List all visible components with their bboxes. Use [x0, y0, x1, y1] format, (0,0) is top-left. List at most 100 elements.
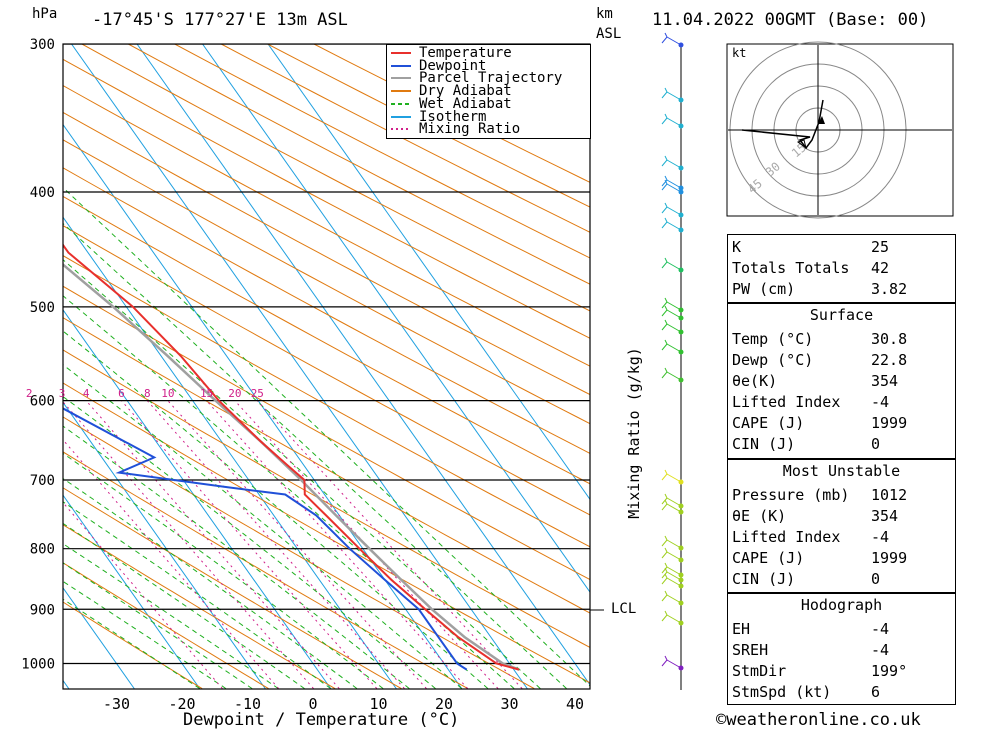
index-label: StmSpd (kt)	[732, 682, 832, 701]
legend-swatch	[391, 128, 411, 131]
legend-label: Wet Adiabat	[419, 95, 512, 112]
hpa-unit-label: hPa	[32, 6, 58, 22]
isotherm-line	[136, 44, 590, 686]
index-label: SREH	[732, 640, 769, 659]
parcel-trajectory-line	[63, 262, 520, 671]
index-row: StmSpd (kt) 6	[728, 681, 955, 702]
index-value: -4	[871, 527, 890, 546]
pressure-tick-label: 600	[30, 394, 55, 410]
mixing-ratio-line	[63, 439, 279, 689]
mixing-ratio-axis-label: Mixing Ratio (g/kg)	[624, 347, 643, 519]
index-row: EH -4	[728, 618, 955, 639]
isotherm-line	[202, 44, 590, 593]
asl-unit-label: ASL	[596, 26, 622, 42]
mixing-ratio-tick-label: 10	[161, 387, 174, 400]
index-row: θe(K) 354	[728, 370, 955, 391]
temperature-tick-label: 40	[566, 695, 584, 713]
dry-adiabat-line	[220, 44, 590, 233]
isotherm-line	[63, 401, 266, 689]
index-row: Lifted Index -4	[728, 526, 955, 547]
index-value: 0	[871, 434, 881, 453]
dry-adiabat-line	[63, 317, 590, 614]
dry-adiabat-line	[63, 225, 590, 516]
temperature-tick-label: 0	[308, 695, 317, 713]
wind-barb	[661, 179, 682, 193]
index-label: Lifted Index	[732, 392, 841, 411]
index-value: 0	[871, 569, 881, 588]
wind-barb	[661, 339, 682, 353]
wind-barb	[661, 202, 682, 216]
surface-box: Surface Temp (°C) 30.8 Dewp (°C) 22.8 θe(K) 3…	[727, 303, 956, 459]
wind-barb	[661, 535, 682, 549]
pressure-tick-label: 300	[30, 37, 55, 53]
wind-barb	[661, 567, 682, 581]
index-row: CIN (J) 0	[728, 433, 955, 454]
legend: Temperature Dewpoint Parcel Trajectory Dry …	[386, 44, 591, 139]
dry-adiabat-line	[63, 195, 590, 485]
legend-entry: Dry Adiabat	[391, 84, 512, 98]
index-value: 6	[871, 682, 881, 701]
pressure-tick-label: 800	[30, 542, 55, 558]
legend-entry: Isotherm	[391, 110, 486, 124]
most-unstable-title: Most Unstable	[782, 462, 901, 480]
index-label: StmDir	[732, 661, 787, 680]
dewpoint-line	[63, 407, 468, 671]
index-value: 3.82	[871, 279, 908, 298]
wind-barb	[661, 319, 682, 333]
wet-adiabat-line	[63, 186, 590, 687]
wet-adiabat-line	[63, 425, 410, 689]
km-unit-label: km	[596, 6, 613, 22]
wet-adiabat-line	[63, 364, 463, 689]
isotherm-line	[63, 679, 70, 689]
indices-box: K 25 Totals Totals 42 PW (cm) 3.82	[727, 234, 956, 303]
hodograph-box: Hodograph EH -4 SREH -4 StmDir 199° StmSpd (kt…	[727, 593, 956, 705]
index-value: 1012	[871, 485, 908, 504]
wind-barb	[661, 113, 682, 127]
temperature-tick-label: 20	[435, 695, 453, 713]
dry-adiabat-line	[63, 416, 535, 689]
legend-label: Temperature	[419, 45, 512, 61]
wet-adiabat-line	[63, 522, 305, 689]
pressure-tick-label: 900	[30, 602, 55, 618]
wind-barb	[661, 32, 682, 46]
surface-title: Surface	[809, 306, 874, 324]
dry-adiabat-line	[63, 349, 590, 649]
date-title: 11.04.2022 00GMT (Base: 00)	[652, 10, 929, 30]
index-label: θe(K)	[732, 371, 778, 390]
mixing-ratio-line	[167, 400, 427, 689]
index-row: Temp (°C) 30.8	[728, 328, 955, 349]
mixing-ratio-tick-label: 25	[251, 387, 264, 400]
legend-label: Parcel Trajectory	[419, 70, 563, 87]
wet-adiabat-line	[63, 452, 384, 689]
index-value: 1999	[871, 548, 908, 567]
index-row: Totals Totals 42	[728, 257, 955, 278]
temperature-tick-label: 10	[369, 695, 387, 713]
hodograph-unit-label: kt	[732, 46, 746, 60]
index-label: CAPE (J)	[732, 413, 805, 432]
legend-label: Dewpoint	[419, 57, 487, 74]
index-value: 25	[871, 237, 890, 256]
dry-adiabat-line	[63, 111, 590, 396]
index-label: Totals Totals	[732, 258, 850, 277]
mixing-ratio-tick-label: 15	[200, 387, 213, 400]
wet-adiabat-line	[63, 222, 567, 689]
mixing-ratio-tick-label: 3	[59, 387, 66, 400]
index-row: StmDir 199°	[728, 660, 955, 681]
isotherm-line	[63, 123, 463, 689]
index-row: Lifted Index -4	[728, 391, 955, 412]
legend-swatch	[391, 64, 411, 67]
index-row: SREH -4	[728, 639, 955, 660]
temperature-tick-label: -30	[103, 695, 130, 713]
wind-barb	[661, 305, 682, 319]
index-label: CAPE (J)	[732, 548, 805, 567]
mixing-ratio-tick-label: 20	[228, 387, 241, 400]
wet-adiabat-line	[63, 295, 515, 689]
wind-barb	[661, 217, 682, 231]
index-value: 354	[871, 371, 899, 390]
mixing-ratio-line	[85, 400, 340, 689]
lcl-label: LCL	[611, 601, 637, 617]
location-title: -17°45'S 177°27'E 13m ASL	[92, 10, 348, 30]
mixing-ratio-tick-label: 8	[144, 387, 151, 400]
index-value: 199°	[871, 661, 908, 680]
index-row: CAPE (J) 1999	[728, 547, 955, 568]
